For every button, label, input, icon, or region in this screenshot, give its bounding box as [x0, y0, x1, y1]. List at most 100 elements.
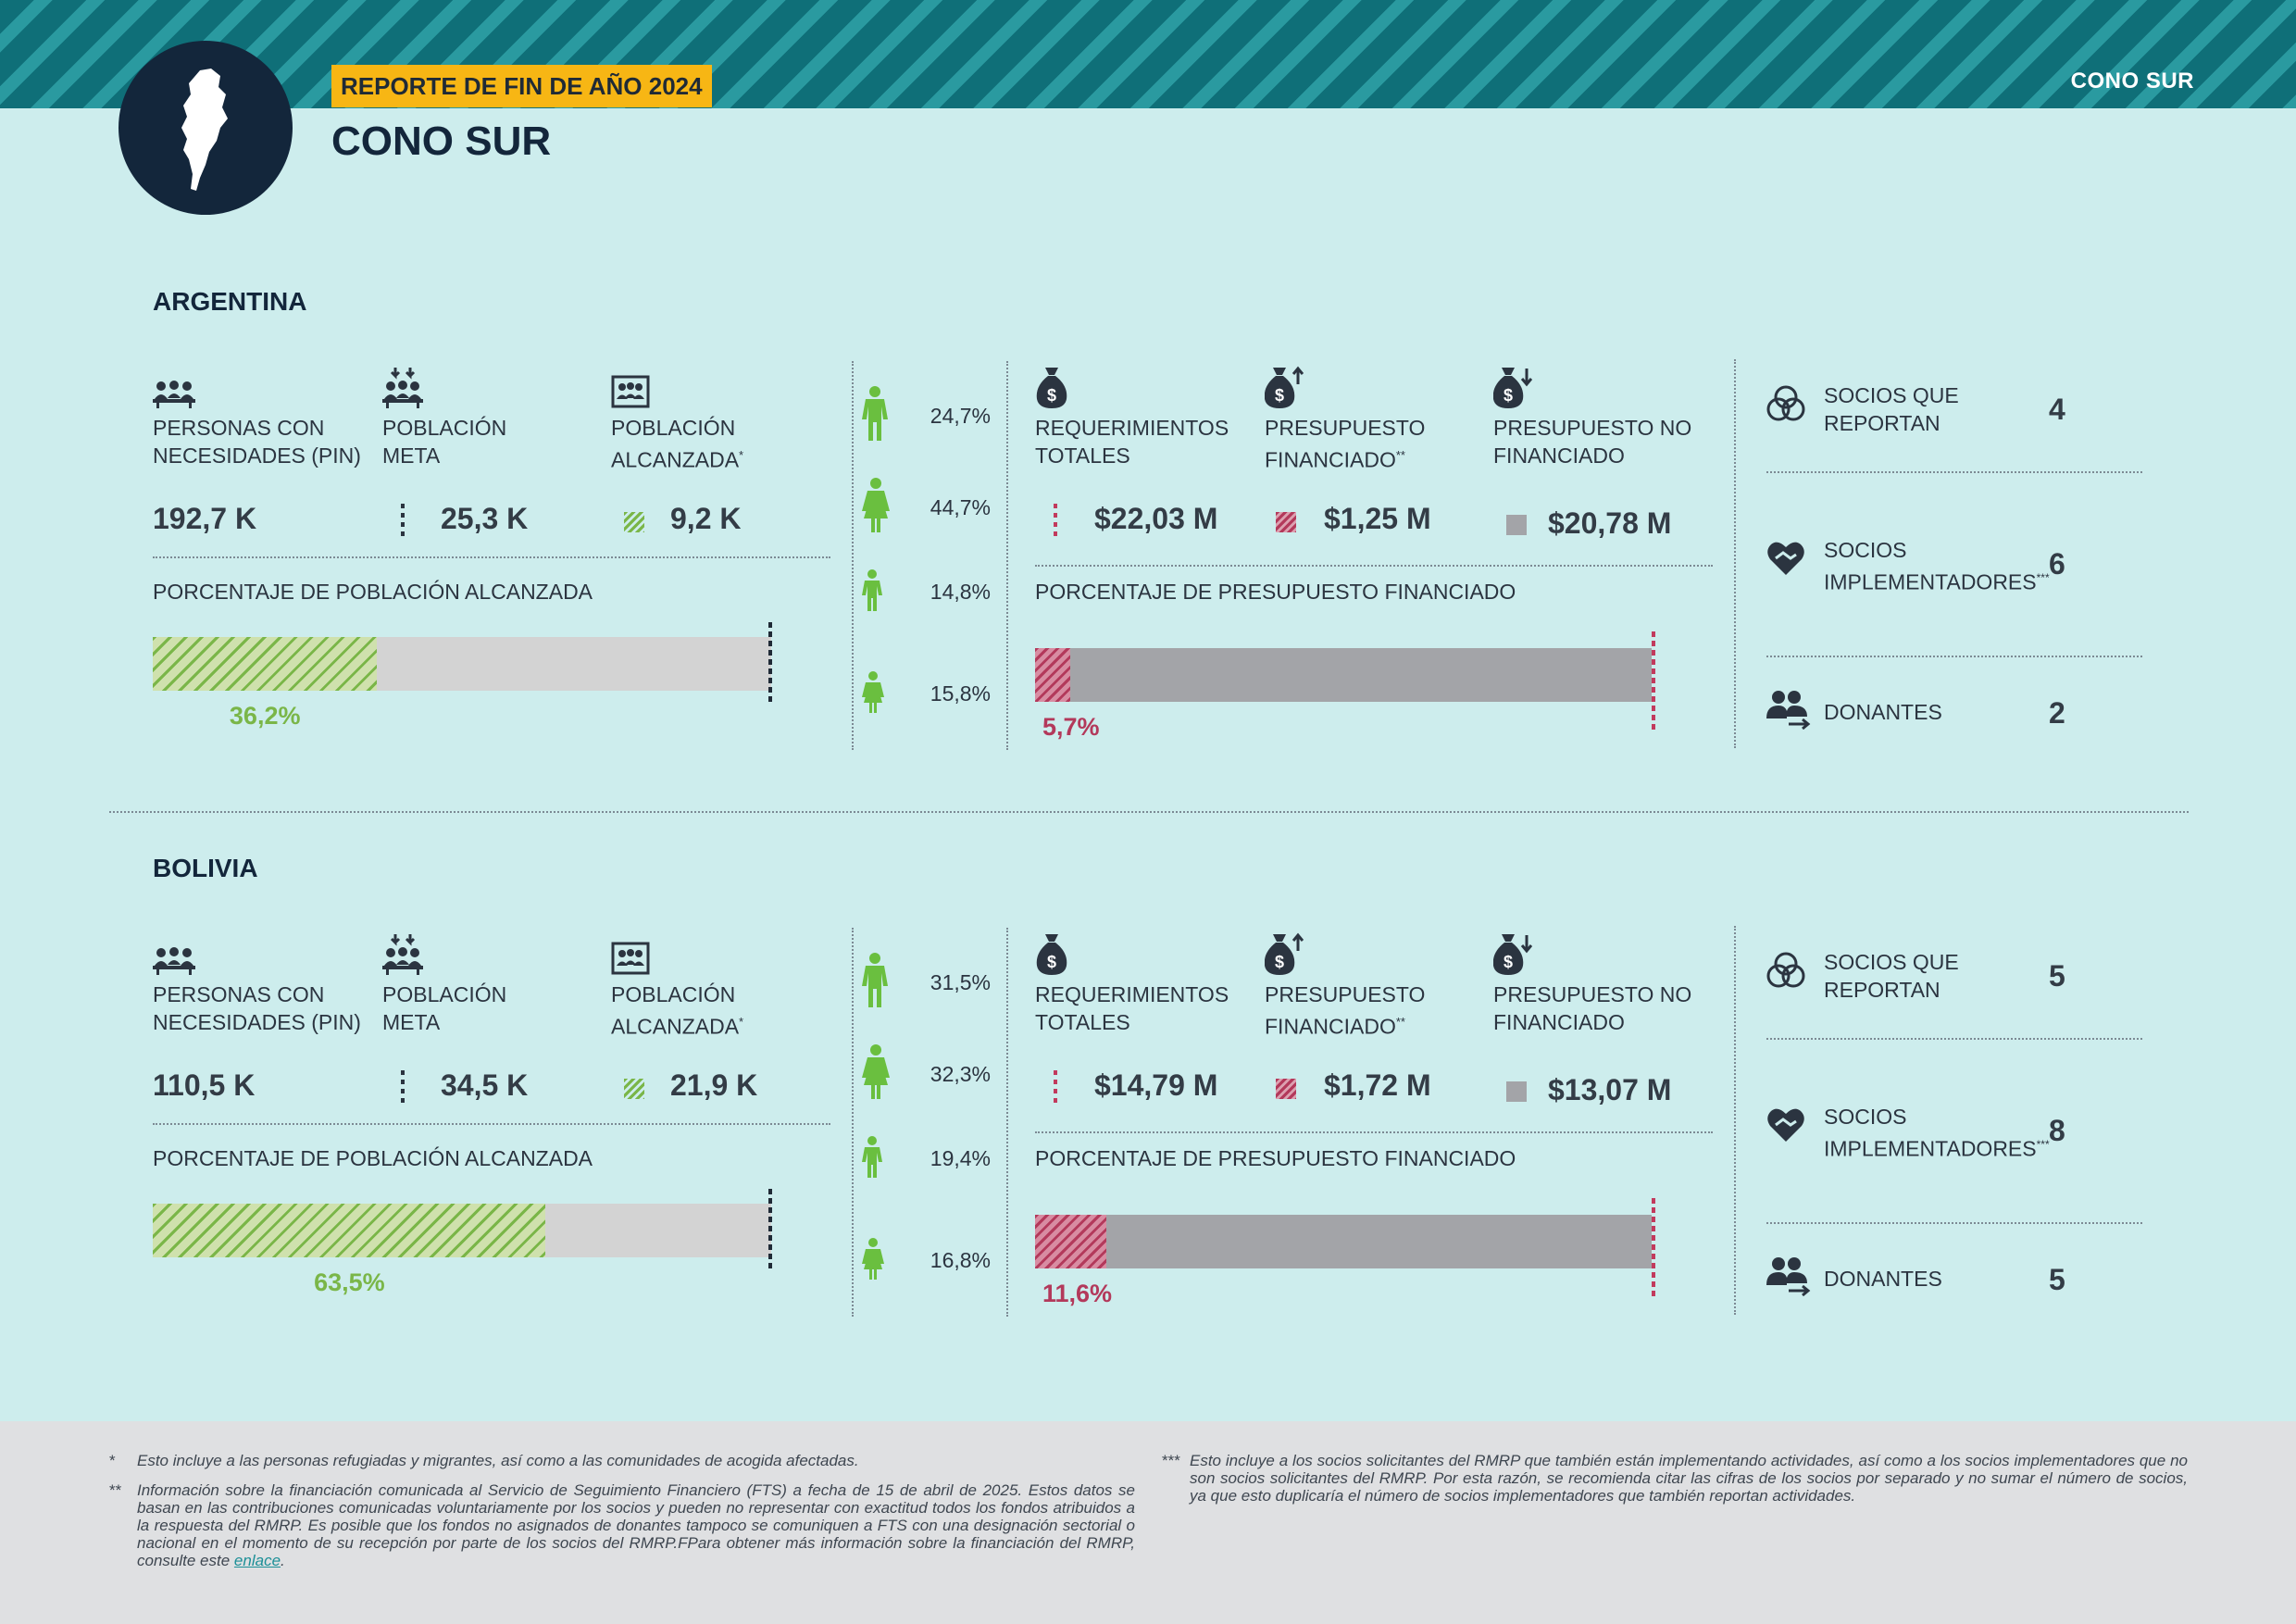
- donors: DONANTES 2: [1766, 685, 2137, 741]
- unfunded-budget-label: PRESUPUESTO NO FINANCIADO: [1493, 982, 1692, 1034]
- country-section-0: ARGENTINA PERSONAS CON NECESIDADES (PIN) …: [0, 287, 2296, 806]
- target-population-stat: POBLACIÓN META: [382, 932, 605, 1036]
- implementing-partners-value: 6: [2049, 547, 2065, 581]
- girl-icon: [861, 670, 885, 718]
- total-requirements-value: $14,79 M: [1094, 1068, 1218, 1102]
- total-requirements-value: $22,03 M: [1094, 502, 1218, 535]
- population-percentage-title: PORCENTAJE DE POBLACIÓN ALCANZADA: [153, 580, 593, 604]
- demographic-men: 24,7%: [861, 385, 991, 447]
- funded-budget-stat: $ PRESUPUESTO FINANCIADO**: [1265, 366, 1487, 474]
- unfunded-swatch: [1506, 1081, 1527, 1102]
- stat-divider: [153, 556, 830, 558]
- reporting-partners: SOCIOS QUE REPORTAN 4: [1766, 381, 2137, 437]
- requirements-marker: [1054, 504, 1057, 537]
- target-population-label: POBLACIÓN META: [382, 982, 507, 1034]
- footnote-2-mark: **: [109, 1481, 122, 1499]
- demographic-women-percent: 32,3%: [930, 1062, 991, 1086]
- svg-text:$: $: [1275, 953, 1284, 971]
- svg-text:$: $: [1504, 386, 1513, 405]
- reached-population-stat: POBLACIÓN ALCANZADA*: [611, 932, 833, 1041]
- implementing-partners-label: SOCIOS IMPLEMENTADORES***: [1824, 538, 2050, 594]
- pin-stat: PERSONAS CON NECESIDADES (PIN): [153, 932, 375, 1036]
- reached-population-stat: POBLACIÓN ALCANZADA*: [611, 366, 833, 474]
- pin-value: 110,5 K: [153, 1068, 256, 1102]
- unfunded-swatch: [1506, 515, 1527, 535]
- target-population-value: 25,3 K: [441, 502, 529, 535]
- demographic-girls-percent: 16,8%: [930, 1248, 991, 1272]
- implementing-partners: SOCIOS IMPLEMENTADORES*** 6: [1766, 536, 2137, 594]
- target-marker: [401, 504, 405, 537]
- banner-region-label: CONO SUR: [2070, 69, 2194, 94]
- donors-label: DONANTES: [1824, 700, 1942, 724]
- reporting-partners: SOCIOS QUE REPORTAN 5: [1766, 948, 2137, 1004]
- money-bag-up-icon: $: [1265, 366, 1487, 408]
- implementing-partners-label: SOCIOS IMPLEMENTADORES***: [1824, 1105, 2050, 1161]
- budget-funded-percent: 5,7%: [1042, 713, 1100, 741]
- money-bag-down-icon: $: [1493, 366, 1716, 408]
- country-name: BOLIVIA: [153, 854, 258, 882]
- requirements-marker: [1054, 1070, 1057, 1104]
- donors-value: 2: [2049, 696, 2065, 730]
- people-group-icon: [153, 366, 375, 408]
- column-divider: [1006, 928, 1008, 1317]
- demographic-girls: 16,8%: [861, 1237, 991, 1284]
- target-population-stat: POBLACIÓN META: [382, 366, 605, 469]
- target-population-label: POBLACIÓN META: [382, 416, 507, 468]
- demographic-girls-percent: 15,8%: [930, 681, 991, 706]
- funded-budget-label: PRESUPUESTO FINANCIADO**: [1265, 982, 1426, 1039]
- demographic-women-percent: 44,7%: [930, 495, 991, 519]
- footnote-link[interactable]: enlace: [233, 1552, 281, 1569]
- country-name: ARGENTINA: [153, 287, 307, 316]
- donor-people-icon: [1766, 689, 1811, 734]
- budget-bar-end: [1652, 1198, 1655, 1298]
- donors: DONANTES 5: [1766, 1252, 2137, 1307]
- budget-percentage-title: PORCENTAJE DE PRESUPUESTO FINANCIADO: [1035, 1146, 1516, 1170]
- population-reached-percent: 63,5%: [314, 1268, 385, 1296]
- reporting-partners-label: SOCIOS QUE REPORTAN: [1824, 383, 1959, 435]
- population-reached-fill: [153, 637, 377, 691]
- money-bag-up-icon: $: [1265, 932, 1487, 975]
- budget-bar-end: [1652, 631, 1655, 731]
- money-bag-icon: $: [1035, 932, 1257, 975]
- partner-divider: [1766, 656, 2142, 657]
- budget-funded-bar: [1035, 648, 1652, 702]
- budget-funded-bar: [1035, 1215, 1652, 1268]
- region-logo: [119, 41, 293, 215]
- demographic-men-percent: 24,7%: [930, 404, 991, 428]
- demographic-girls: 15,8%: [861, 670, 991, 718]
- footnote-3: *** Esto incluye a los socios solicitant…: [1162, 1452, 2188, 1505]
- svg-text:$: $: [1047, 953, 1056, 971]
- stat-divider: [153, 1123, 830, 1125]
- circles-overlap-icon: [1766, 952, 1805, 993]
- demographic-boys-percent: 19,4%: [930, 1146, 991, 1170]
- column-divider: [852, 928, 854, 1317]
- budget-funded-fill: [1035, 648, 1070, 702]
- funded-budget-label: PRESUPUESTO FINANCIADO**: [1265, 416, 1426, 472]
- total-requirements-label: REQUERIMIENTOS TOTALES: [1035, 416, 1229, 468]
- svg-text:$: $: [1504, 953, 1513, 971]
- year-report-badge: REPORTE DE FIN DE AÑO 2024: [331, 65, 712, 107]
- population-bar-end: [768, 622, 772, 706]
- woman-icon: [861, 477, 891, 539]
- funded-swatch: [1276, 1079, 1296, 1099]
- boy-icon: [861, 568, 883, 616]
- people-board-icon: [611, 932, 833, 975]
- population-reached-fill: [153, 1204, 546, 1257]
- footnote-1-text: Esto incluye a las personas refugiadas y…: [137, 1452, 859, 1469]
- demographic-boys: 19,4%: [861, 1135, 991, 1182]
- man-icon: [861, 385, 889, 447]
- demographic-boys: 14,8%: [861, 568, 991, 616]
- svg-text:$: $: [1275, 386, 1284, 405]
- reached-population-value: 21,9 K: [670, 1068, 758, 1102]
- stat-divider: [1035, 1131, 1713, 1133]
- footnote-3-text: Esto incluye a los socios solicitantes d…: [1190, 1452, 2188, 1505]
- unfunded-budget-stat: $ PRESUPUESTO NO FINANCIADO: [1493, 366, 1716, 469]
- column-divider: [1734, 359, 1736, 748]
- partner-divider: [1766, 1038, 2142, 1040]
- demographic-boys-percent: 14,8%: [930, 580, 991, 604]
- donors-label: DONANTES: [1824, 1267, 1942, 1291]
- girl-icon: [861, 1237, 885, 1284]
- boy-icon: [861, 1135, 883, 1182]
- budget-percentage-title: PORCENTAJE DE PRESUPUESTO FINANCIADO: [1035, 580, 1516, 604]
- reporting-partners-value: 4: [2049, 393, 2065, 426]
